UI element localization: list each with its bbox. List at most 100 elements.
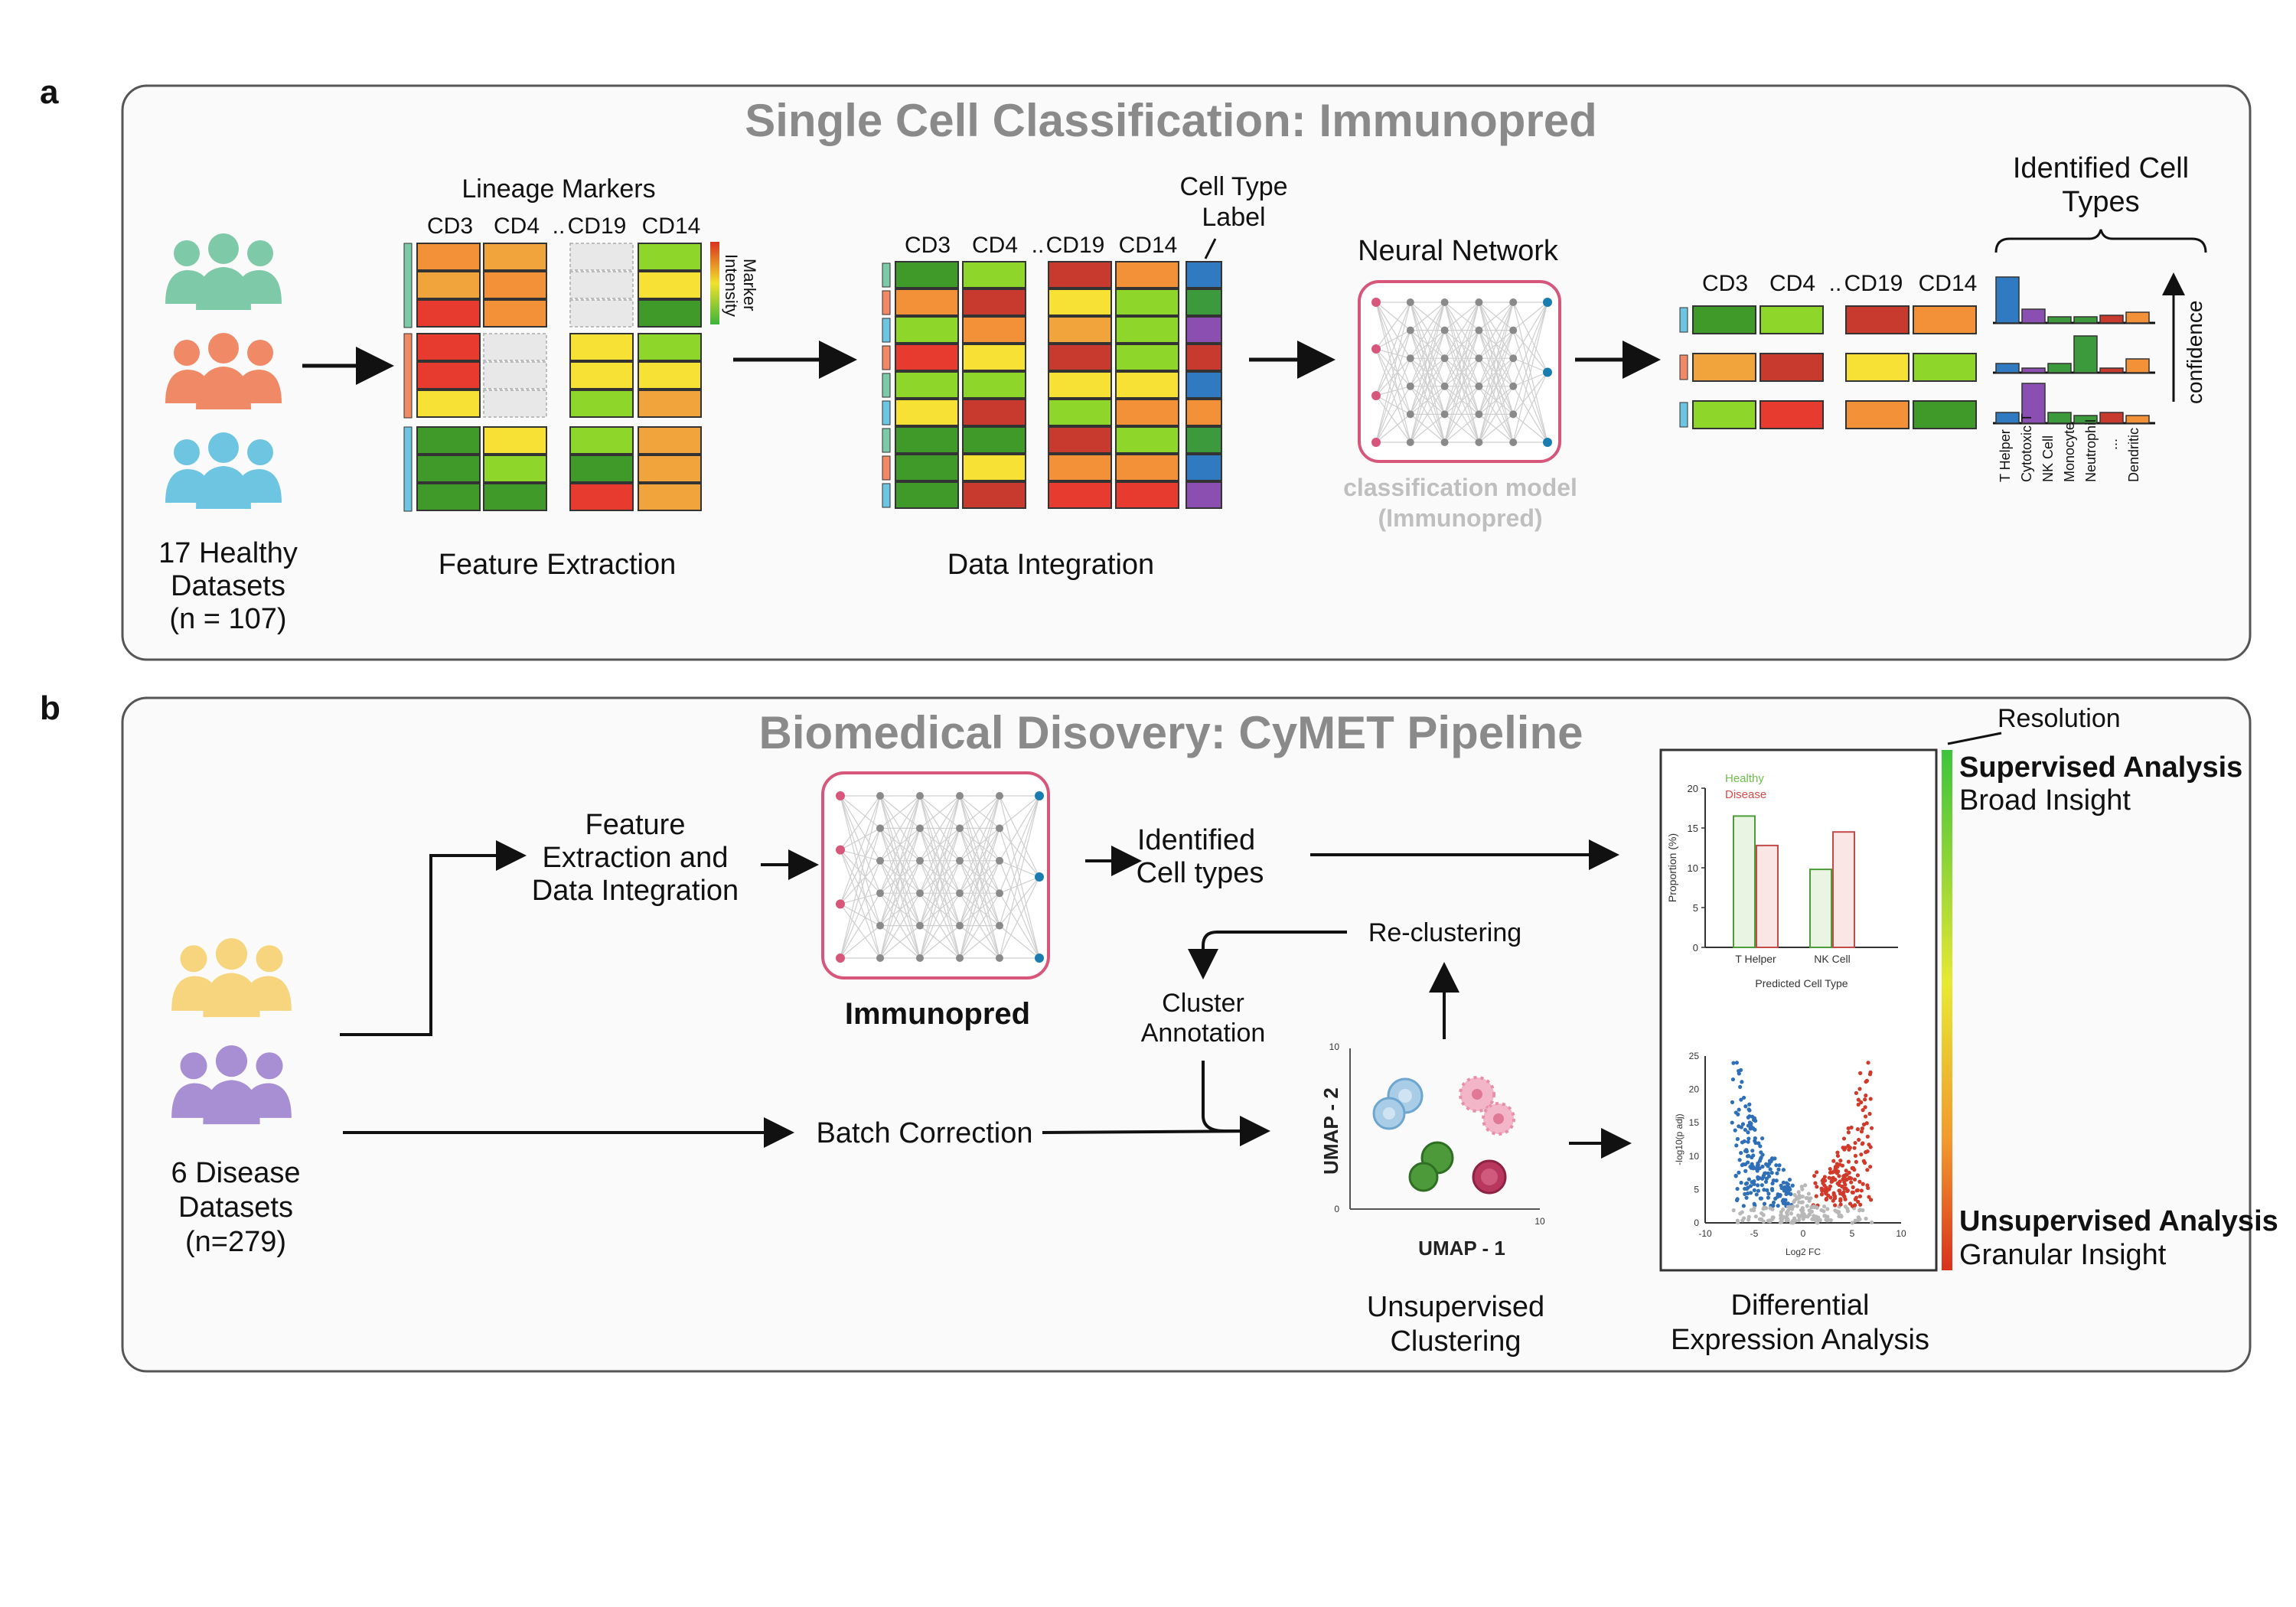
nn-node xyxy=(1440,438,1449,446)
nn-edge xyxy=(1444,330,1479,443)
nn-edge xyxy=(1375,357,1411,443)
volcano-point xyxy=(1864,1121,1869,1126)
volcano-point xyxy=(1809,1209,1815,1214)
volcano-point xyxy=(1838,1202,1843,1207)
volcano-point xyxy=(1857,1194,1863,1198)
nn-node xyxy=(916,954,924,962)
nn-node xyxy=(956,954,964,962)
volcano-point xyxy=(1824,1196,1828,1201)
di-marker-cd4: CD4 xyxy=(972,233,1018,258)
nn-edge xyxy=(1444,357,1479,443)
fe-heatmap-cell xyxy=(416,455,481,483)
nn-edge xyxy=(919,860,960,959)
fe-heatmap-cell xyxy=(483,426,547,455)
confidence-bar xyxy=(2021,383,2046,424)
volcano-point xyxy=(1765,1188,1769,1192)
nn-edge xyxy=(1444,302,1479,443)
volcano-point xyxy=(1744,1181,1750,1185)
di-label-cell xyxy=(1186,399,1222,426)
volcano-point xyxy=(1864,1078,1870,1083)
nn-edge xyxy=(840,849,881,894)
fe-group-side-marker xyxy=(403,426,413,512)
cell-type-names: T Helper Cytotoxic T NK Cell Monocyte Neutro… xyxy=(1998,413,2141,482)
volcano-point xyxy=(1743,1191,1747,1196)
fe-heatmap-cell xyxy=(638,299,702,328)
volcano-point xyxy=(1769,1171,1774,1175)
volcano-point xyxy=(1866,1185,1870,1191)
nn-edge xyxy=(840,849,881,959)
fe-heatmap-cell xyxy=(416,390,481,418)
di-heatmap-cell xyxy=(962,399,1026,426)
volcano-point xyxy=(1840,1163,1845,1168)
volcano-ytick-label: 15 xyxy=(1689,1117,1700,1128)
volcano-point xyxy=(1848,1146,1852,1150)
volcano-point xyxy=(1819,1186,1824,1191)
panel-letter-b: b xyxy=(40,689,60,727)
volcano-point xyxy=(1739,1151,1743,1156)
fe-marker-cd3: CD3 xyxy=(427,214,473,239)
differential-expression-label-1: Differential xyxy=(1731,1289,1870,1322)
volcano-point xyxy=(1804,1196,1808,1201)
volcano-point xyxy=(1831,1159,1836,1163)
volcano-point xyxy=(1738,1211,1743,1216)
nn-edge xyxy=(1375,330,1411,443)
volcano-point xyxy=(1843,1146,1848,1150)
nn-node xyxy=(1543,438,1552,447)
di-heatmap-cell xyxy=(1115,481,1179,509)
volcano-point xyxy=(1865,1168,1870,1172)
nn-edge xyxy=(1375,413,1411,443)
volcano-point xyxy=(1837,1174,1841,1178)
nn-node xyxy=(996,856,1003,865)
resolution-pointer xyxy=(1947,732,2002,745)
di-heatmap-cell xyxy=(895,481,959,509)
volcano-point xyxy=(1746,1177,1751,1182)
volcano-point xyxy=(1763,1179,1769,1184)
nn-edge xyxy=(999,795,1040,829)
nn-edge xyxy=(1479,302,1514,331)
volcano-ytick-label: 10 xyxy=(1689,1151,1700,1162)
batch-correction-label: Batch Correction xyxy=(816,1117,1032,1149)
volcano-point xyxy=(1844,1169,1848,1173)
bar-chart-ytick-label: 5 xyxy=(1693,902,1698,914)
nn-edge xyxy=(1512,302,1548,331)
nn-edge xyxy=(1410,302,1446,359)
fe-marker-cd19: CD19 xyxy=(568,214,627,239)
volcano-point xyxy=(1868,1097,1873,1101)
nn-edge xyxy=(919,795,960,959)
volcano-point xyxy=(1790,1183,1795,1188)
cell-types-brace xyxy=(1994,229,2207,253)
volcano-point xyxy=(1857,1137,1861,1143)
nn-edge xyxy=(1375,348,1411,387)
nn-edge xyxy=(879,860,921,959)
output-table-cell xyxy=(1845,400,1910,429)
volcano-point xyxy=(1838,1188,1842,1193)
volcano-point xyxy=(1743,1186,1747,1191)
di-row-side-marker xyxy=(882,262,891,288)
volcano-point xyxy=(1796,1190,1801,1195)
nn-edge xyxy=(1375,348,1411,415)
fe-heatmap-cell xyxy=(569,455,634,483)
nn-edge xyxy=(840,903,881,927)
healthy-people-icon-orange xyxy=(165,333,282,409)
nn-edge xyxy=(1512,372,1548,443)
volcano-point xyxy=(1850,1221,1854,1225)
di-heatmap-cell xyxy=(962,261,1026,288)
nn-edge xyxy=(999,795,1040,926)
resolution-gradient-bar xyxy=(1942,750,1952,1270)
nn-node xyxy=(916,889,924,898)
volcano-point xyxy=(1792,1192,1797,1198)
volcano-point xyxy=(1868,1145,1873,1149)
healthy-datasets-label-3: (n = 107) xyxy=(169,603,286,635)
arrow-b-upper xyxy=(340,840,527,1036)
nn-node xyxy=(1440,326,1449,334)
nn-node xyxy=(916,921,924,930)
volcano-point xyxy=(1864,1150,1868,1155)
volcano-point xyxy=(1751,1208,1756,1213)
volcano-point xyxy=(1830,1170,1835,1175)
volcano-plot: 0 5 10 15 20 25 -10 -5 0 5 10 Log2 FC -log10(p adj) xyxy=(1674,1051,1906,1257)
volcano-point xyxy=(1746,1154,1751,1159)
di-heatmap-cell xyxy=(1048,316,1112,344)
volcano-point xyxy=(1843,1182,1848,1187)
volcano-point xyxy=(1741,1095,1746,1100)
